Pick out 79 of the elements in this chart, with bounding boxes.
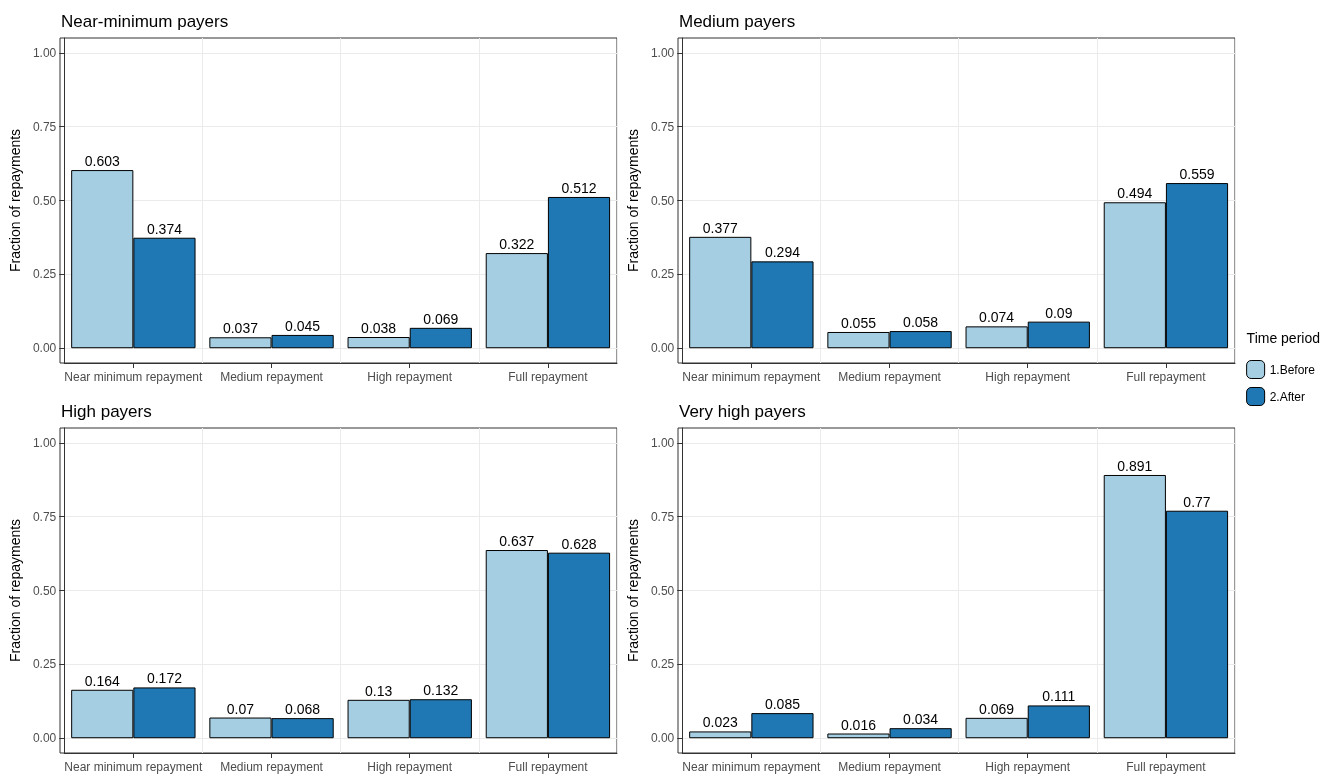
x-tick-label: Full repayment xyxy=(508,760,589,774)
data-label: 0.09 xyxy=(1045,304,1073,321)
x-tick-label: Near minimum repayment xyxy=(64,760,204,774)
data-label: 0.294 xyxy=(764,244,801,261)
y-tick-label: 0.00 xyxy=(650,731,675,746)
legend-label: 2.After xyxy=(1269,389,1305,404)
data-label: 0.037 xyxy=(222,320,259,337)
chart-title: Medium payers xyxy=(679,12,796,31)
y-axis-title: Fraction of repayments xyxy=(625,128,641,273)
chart-title: Very high payers xyxy=(679,402,806,421)
chart-title: Near-minimum payers xyxy=(61,12,229,31)
data-label: 0.891 xyxy=(1117,457,1153,474)
data-label: 0.111 xyxy=(1042,688,1076,705)
x-tick-label: Near minimum repayment xyxy=(682,760,822,774)
y-tick-label: 0.00 xyxy=(650,341,675,356)
data-label: 0.628 xyxy=(561,535,597,552)
y-tick-label: 0.25 xyxy=(32,267,57,282)
data-label: 0.085 xyxy=(764,696,801,713)
x-tick-label: Medium repayment xyxy=(838,370,942,384)
data-label: 0.377 xyxy=(702,219,738,236)
y-tick-label: 0.75 xyxy=(32,509,57,524)
data-label: 0.322 xyxy=(499,236,535,253)
y-tick-label: 0.00 xyxy=(32,731,57,746)
data-label: 0.494 xyxy=(1117,185,1153,202)
x-tick-label: Medium repayment xyxy=(838,760,942,774)
x-tick-label: Near minimum repayment xyxy=(682,370,822,384)
x-tick-label: Full repayment xyxy=(1126,760,1207,774)
x-tick-label: High repayment xyxy=(367,370,453,384)
y-axis-title: Fraction of repayments xyxy=(7,128,23,273)
x-tick-label: Near minimum repayment xyxy=(64,370,204,384)
y-tick-label: 0.00 xyxy=(32,341,57,356)
data-label: 0.016 xyxy=(840,716,877,733)
legend-title: Time period xyxy=(1246,330,1321,346)
data-label: 0.164 xyxy=(84,672,120,689)
y-axis-title: Fraction of repayments xyxy=(7,518,23,663)
data-label: 0.045 xyxy=(285,317,321,334)
y-tick-label: 0.75 xyxy=(650,509,675,524)
data-label: 0.77 xyxy=(1183,493,1211,510)
data-label: 0.069 xyxy=(979,700,1015,717)
y-tick-label: 1.00 xyxy=(32,45,57,60)
data-label: 0.055 xyxy=(840,314,877,331)
x-tick-label: High repayment xyxy=(985,370,1071,384)
data-label: 0.074 xyxy=(979,309,1015,326)
y-tick-label: 0.25 xyxy=(650,657,675,672)
data-label: 0.374 xyxy=(146,220,183,237)
y-tick-label: 0.25 xyxy=(650,267,675,282)
x-tick-label: Medium repayment xyxy=(220,760,324,774)
y-tick-label: 0.50 xyxy=(650,583,675,598)
data-label: 0.068 xyxy=(285,701,321,718)
data-label: 0.637 xyxy=(499,533,535,550)
y-tick-label: 1.00 xyxy=(32,435,57,450)
data-label: 0.132 xyxy=(423,682,459,699)
y-tick-label: 0.75 xyxy=(32,119,57,134)
data-label: 0.058 xyxy=(903,314,939,331)
x-tick-label: High repayment xyxy=(985,760,1071,774)
data-label: 0.172 xyxy=(146,670,183,687)
chart-title: High payers xyxy=(61,402,152,421)
x-tick-label: High repayment xyxy=(367,760,453,774)
legend-label: 1.Before xyxy=(1269,362,1316,377)
y-tick-label: 1.00 xyxy=(650,45,675,60)
data-label: 0.512 xyxy=(561,179,597,196)
data-label: 0.13 xyxy=(365,682,393,699)
y-axis-title: Fraction of repayments xyxy=(625,518,641,663)
y-tick-label: 0.25 xyxy=(32,657,57,672)
x-tick-label: Medium repayment xyxy=(220,370,324,384)
data-label: 0.559 xyxy=(1179,166,1215,183)
y-tick-label: 0.50 xyxy=(32,193,57,208)
data-label: 0.603 xyxy=(84,153,120,170)
y-tick-label: 0.75 xyxy=(650,119,675,134)
x-tick-label: Full repayment xyxy=(1126,370,1207,384)
data-label: 0.07 xyxy=(226,700,255,717)
y-tick-label: 0.50 xyxy=(650,193,675,208)
x-tick-label: Full repayment xyxy=(508,370,589,384)
y-tick-label: 0.50 xyxy=(32,583,57,598)
y-tick-label: 1.00 xyxy=(650,435,675,450)
data-label: 0.023 xyxy=(702,714,738,731)
data-label: 0.034 xyxy=(903,711,939,728)
data-label: 0.038 xyxy=(361,320,397,336)
data-label: 0.069 xyxy=(423,310,459,327)
